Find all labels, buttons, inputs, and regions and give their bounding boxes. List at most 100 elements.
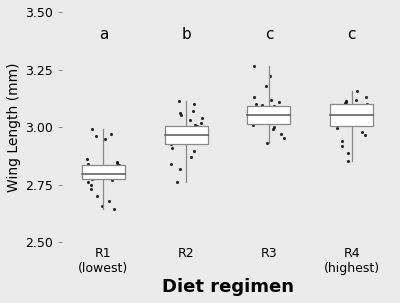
Point <box>180 127 186 132</box>
Point <box>191 149 197 154</box>
Point <box>334 126 341 131</box>
Point <box>269 111 276 116</box>
Point <box>194 124 200 128</box>
Point <box>192 122 198 127</box>
Point <box>352 97 359 102</box>
Point <box>360 105 367 110</box>
Point <box>187 118 194 123</box>
Point <box>182 141 188 146</box>
Point <box>339 143 345 148</box>
Point <box>342 101 348 105</box>
Point <box>352 118 358 123</box>
Point <box>278 132 284 137</box>
Point <box>338 138 345 143</box>
Point <box>199 128 206 133</box>
Point <box>332 108 338 112</box>
Point <box>251 64 257 68</box>
Point <box>112 170 118 175</box>
Point <box>362 95 369 100</box>
Point <box>253 102 259 107</box>
Point <box>251 95 257 100</box>
Point <box>270 127 277 132</box>
Point <box>88 164 94 169</box>
Point <box>190 108 196 113</box>
Point <box>84 157 90 162</box>
Point <box>352 115 358 119</box>
Point <box>278 115 285 119</box>
Point <box>362 108 368 113</box>
Point <box>176 166 183 171</box>
Point <box>92 134 99 139</box>
Point <box>93 166 100 171</box>
Point <box>180 125 186 130</box>
Point <box>353 112 360 117</box>
Point <box>199 115 205 120</box>
Point <box>114 161 120 165</box>
Point <box>84 171 90 176</box>
Text: c: c <box>348 28 356 42</box>
Point <box>111 207 117 211</box>
Point <box>101 172 107 177</box>
Point <box>89 127 95 132</box>
Point <box>265 113 272 118</box>
Point <box>169 145 176 150</box>
Point <box>345 103 352 108</box>
Point <box>352 120 358 125</box>
Point <box>88 182 94 187</box>
Point <box>182 135 188 140</box>
Point <box>256 115 262 120</box>
Point <box>188 155 194 160</box>
Point <box>198 120 204 125</box>
X-axis label: Diet regimen: Diet regimen <box>162 278 294 296</box>
Point <box>342 99 349 104</box>
Point <box>268 97 274 102</box>
Point <box>345 158 352 163</box>
Point <box>115 168 121 173</box>
Point <box>172 131 179 135</box>
Point <box>84 180 91 185</box>
Point <box>100 174 106 179</box>
Point <box>269 120 275 125</box>
Point <box>279 108 285 113</box>
Point <box>343 98 349 103</box>
Point <box>177 111 184 116</box>
Point <box>271 125 278 130</box>
Point <box>174 180 180 185</box>
Point <box>276 99 282 104</box>
Point <box>108 132 114 137</box>
Point <box>89 177 95 181</box>
Point <box>332 111 338 116</box>
Point <box>168 142 174 147</box>
Point <box>344 150 351 155</box>
Point <box>252 118 258 123</box>
Point <box>191 102 197 107</box>
Bar <box>82 165 125 179</box>
Point <box>345 113 351 118</box>
Point <box>362 110 369 115</box>
Point <box>114 159 120 164</box>
Y-axis label: Wing Length (mm): Wing Length (mm) <box>7 62 21 192</box>
Point <box>250 122 256 127</box>
Point <box>266 74 273 79</box>
Point <box>181 126 188 131</box>
Point <box>198 132 205 137</box>
Point <box>342 122 349 127</box>
Point <box>102 173 108 178</box>
Point <box>362 133 368 138</box>
Point <box>355 106 361 111</box>
Point <box>115 163 122 168</box>
Point <box>263 83 269 88</box>
Point <box>264 141 270 146</box>
Text: c: c <box>265 28 273 42</box>
Point <box>364 102 370 107</box>
Point <box>85 161 91 166</box>
Point <box>178 112 184 117</box>
Point <box>109 175 116 180</box>
Bar <box>247 106 290 124</box>
Point <box>266 106 272 111</box>
Bar <box>330 104 373 126</box>
Point <box>180 133 187 138</box>
Point <box>176 98 182 103</box>
Point <box>101 136 108 141</box>
Point <box>106 198 112 203</box>
